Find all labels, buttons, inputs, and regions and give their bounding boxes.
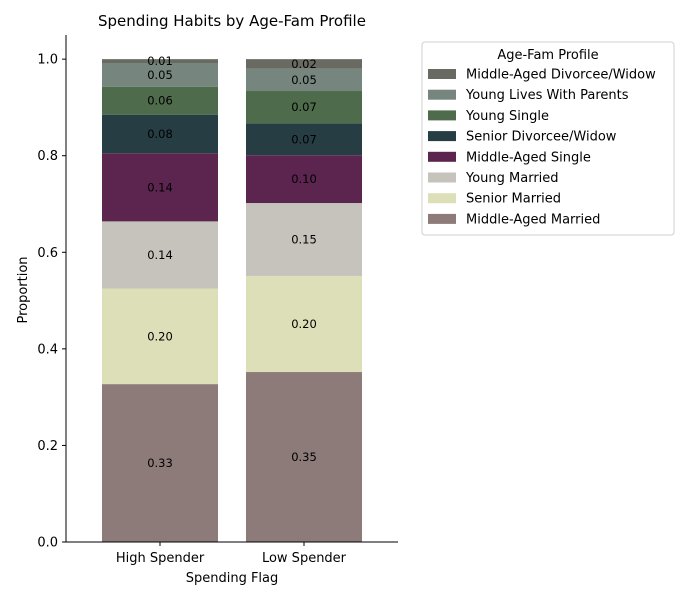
y-tick-label: 0.2 — [37, 439, 58, 454]
legend-item: Middle-Aged Single — [428, 150, 591, 165]
x-axis-label: Spending Flag — [186, 571, 279, 586]
legend-swatch — [428, 110, 456, 121]
y-tick-label: 0.0 — [37, 536, 58, 551]
legend-item: Young Married — [428, 171, 559, 186]
y-tick-label: 0.6 — [37, 246, 58, 261]
data-label: 0.35 — [291, 450, 317, 464]
data-label: 0.08 — [147, 127, 173, 141]
data-label: 0.05 — [291, 73, 317, 87]
legend-item: Senior Divorcee/Widow — [428, 130, 617, 145]
legend-label: Senior Married — [466, 192, 561, 207]
legend-swatch — [428, 151, 456, 162]
bar-segment-low-spender-senior-divorcee-widow — [246, 123, 362, 156]
data-label: 0.14 — [147, 248, 173, 262]
data-label: 0.06 — [147, 94, 173, 108]
legend: Age-Fam Profile Middle-Aged Divorcee/Wido… — [421, 41, 675, 236]
legend-label: Middle-Aged Single — [466, 150, 591, 165]
data-label: 0.05 — [147, 68, 173, 82]
bar-segment-low-spender-young-single — [246, 91, 362, 124]
bar-segment-high-spender-middle-aged-divorcee-widow — [102, 59, 218, 64]
legend-swatch — [428, 69, 456, 79]
bar-segment-low-spender-young-lives-with-parents — [246, 68, 362, 92]
legend-swatch — [428, 172, 456, 183]
legend-swatch — [428, 131, 456, 142]
data-label: 0.07 — [291, 132, 317, 146]
bar-segment-low-spender-middle-aged-single — [246, 155, 362, 204]
bar-segment-low-spender-middle-aged-divorcee-widow — [246, 59, 362, 69]
x-tick-label: High Spender — [116, 551, 205, 566]
legend-label: Middle-Aged Divorcee/Widow — [466, 68, 656, 83]
legend-swatch — [428, 193, 456, 204]
legend-item: Young Lives With Parents — [428, 88, 629, 103]
legend-swatch — [428, 89, 456, 100]
data-label: 0.14 — [147, 180, 173, 194]
bar-segment-high-spender-middle-aged-married — [102, 384, 218, 542]
bar-segment-high-spender-young-married — [102, 221, 218, 289]
legend-label: Young Lives With Parents — [465, 88, 629, 103]
bar-segment-high-spender-senior-married — [102, 288, 218, 385]
legend-item: Senior Married — [428, 192, 561, 207]
legend-box — [421, 41, 675, 236]
bar-segment-high-spender-middle-aged-single — [102, 153, 218, 222]
x-tick-label: Low Spender — [262, 551, 347, 566]
legend-title: Age-Fam Profile — [497, 48, 598, 63]
data-label: 0.20 — [147, 329, 173, 343]
legend-label: Young Single — [465, 109, 549, 124]
bar-segment-low-spender-middle-aged-married — [246, 372, 362, 542]
bar-segment-high-spender-young-single — [102, 86, 218, 115]
bar-segment-high-spender-young-lives-with-parents — [102, 63, 218, 87]
legend-label: Young Married — [465, 171, 559, 186]
bar-segment-low-spender-senior-married — [246, 275, 362, 373]
y-axis-label: Proportion — [16, 256, 31, 323]
legend-label: Middle-Aged Married — [466, 212, 600, 227]
legend-item: Middle-Aged Married — [428, 212, 600, 227]
y-tick-label: 0.8 — [37, 149, 58, 164]
y-tick-label: 0.4 — [37, 342, 58, 357]
data-label: 0.10 — [291, 172, 317, 186]
legend-item: Young Single — [428, 109, 549, 124]
legend-item: Middle-Aged Divorcee/Widow — [428, 68, 656, 83]
data-label: 0.07 — [291, 100, 317, 114]
data-label: 0.20 — [291, 317, 317, 331]
bar-segment-low-spender-young-married — [246, 203, 362, 276]
bar-segment-high-spender-senior-divorcee-widow — [102, 114, 218, 154]
data-label: 0.02 — [291, 57, 317, 71]
chart-title: Spending Habits by Age-Fam Profile — [98, 12, 366, 30]
legend-swatch — [428, 213, 456, 224]
y-tick-label: 1.0 — [37, 53, 58, 68]
data-label: 0.33 — [147, 456, 173, 470]
data-label: 0.01 — [147, 54, 173, 68]
legend-label: Senior Divorcee/Widow — [466, 130, 617, 145]
data-label: 0.15 — [291, 232, 317, 246]
